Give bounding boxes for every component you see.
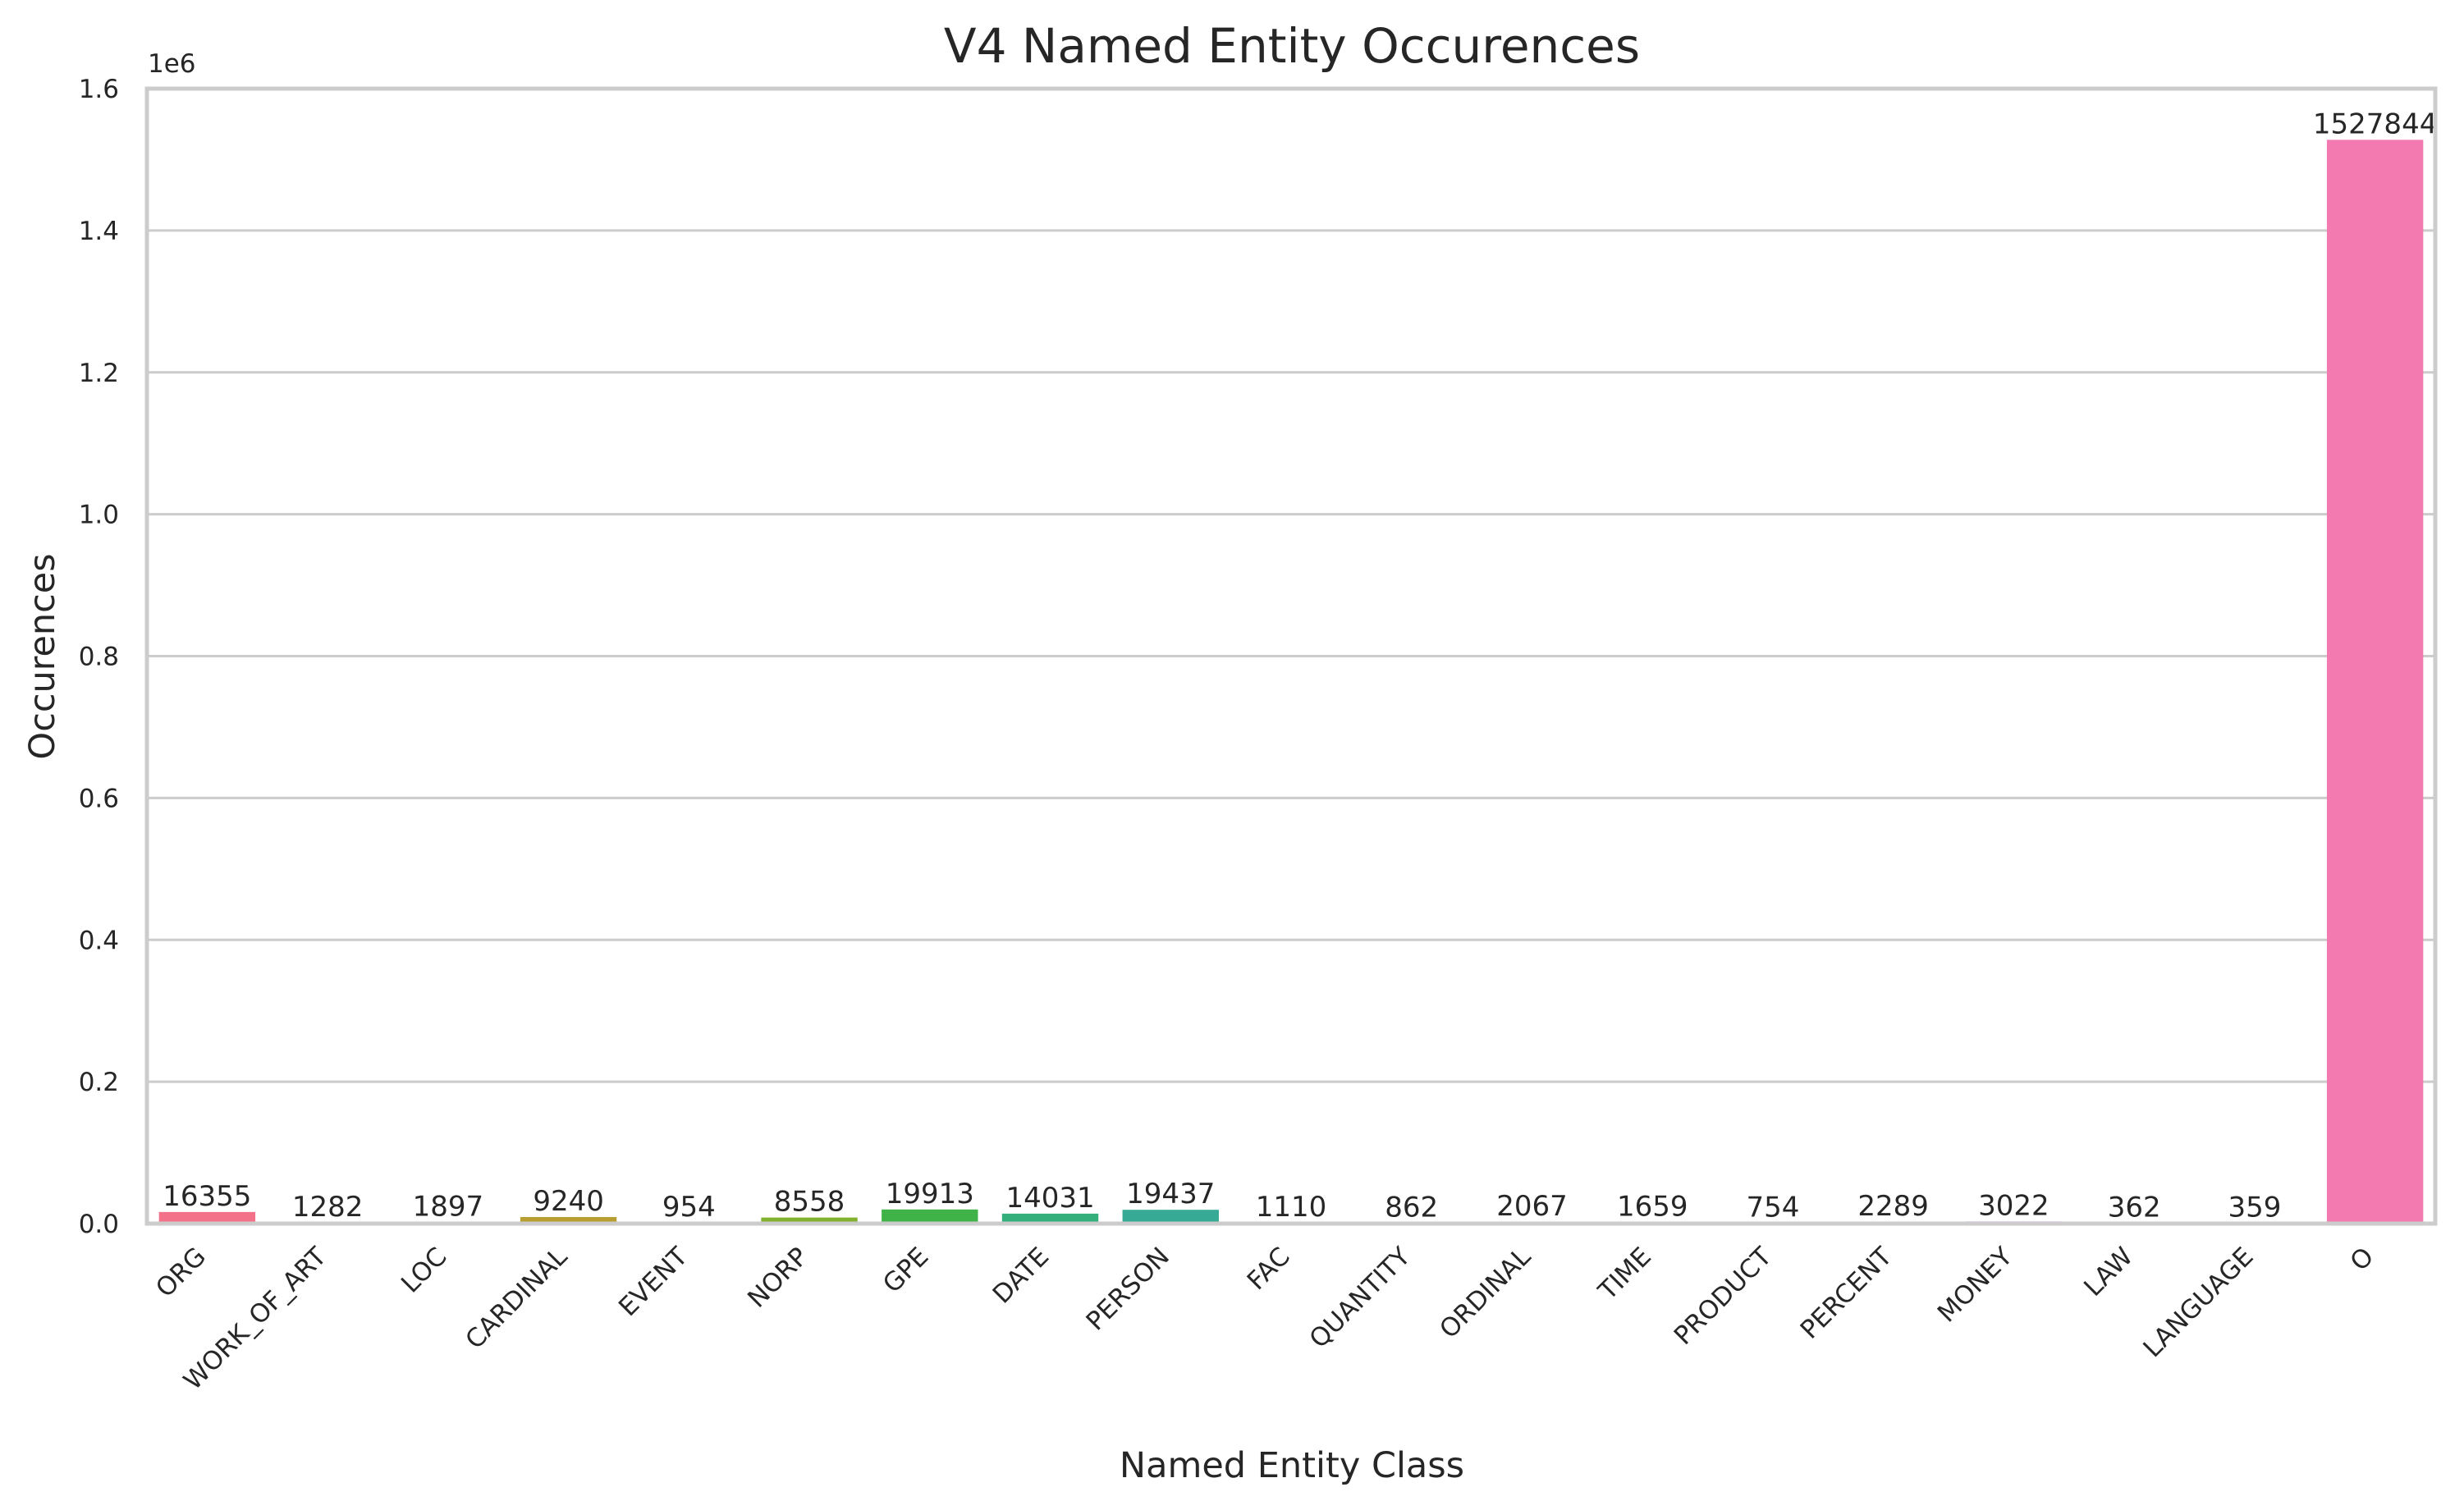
bar-value-label: 754 (1746, 1191, 1799, 1224)
x-tick-label: GPE (877, 1242, 935, 1299)
bar-value-label: 1897 (413, 1190, 484, 1223)
x-tick-label: LAW (2078, 1242, 2139, 1302)
y-axis-label: Occurences (22, 553, 63, 759)
bar-value-label: 1527844 (2313, 108, 2437, 140)
bar-value-label: 8558 (774, 1186, 845, 1219)
x-tick-label: ORDINAL (1434, 1242, 1537, 1344)
bar-date (1001, 1213, 1099, 1224)
x-tick-label: CARDINAL (460, 1242, 573, 1355)
y-tick-label: 0.4 (79, 926, 119, 955)
bar-value-label: 19913 (886, 1178, 974, 1210)
y-tick-label: 1.2 (79, 359, 119, 388)
x-tick-label: PERSON (1081, 1242, 1175, 1336)
y-tick-label: 0.8 (79, 643, 119, 672)
y-tick-label: 1.4 (79, 217, 119, 246)
x-tick-label: LANGUAGE (2138, 1242, 2260, 1363)
bar-value-label: 3022 (1978, 1189, 2050, 1222)
x-tick-label: TIME (1592, 1242, 1657, 1306)
x-tick-label: ORG (150, 1242, 212, 1303)
x-tick-label: PERCENT (1795, 1241, 1898, 1344)
bar-value-label: 1282 (292, 1191, 364, 1224)
bar-value-label: 362 (2108, 1192, 2161, 1224)
bar-value-label: 359 (2228, 1192, 2281, 1224)
bar-value-label: 19437 (1126, 1178, 1215, 1210)
y-tick-label: 0.2 (79, 1068, 119, 1097)
x-tick-label: O (2345, 1242, 2380, 1277)
x-tick-label: QUANTITY (1304, 1242, 1417, 1354)
bar-cardinal (520, 1217, 617, 1224)
bar-value-label: 954 (662, 1191, 716, 1224)
x-tick-label: EVENT (613, 1241, 694, 1322)
bar-norp (761, 1217, 858, 1224)
y-tick-label: 0.0 (79, 1210, 119, 1239)
y-tick-label: 1.0 (79, 501, 119, 530)
bar-org (158, 1211, 256, 1224)
bar-value-label: 2289 (1857, 1190, 1929, 1223)
bar-value-label: 9240 (533, 1185, 604, 1218)
bar-o (2326, 140, 2424, 1224)
x-axis-label: Named Entity Class (1120, 1445, 1464, 1486)
bar-value-label: 1659 (1617, 1191, 1688, 1224)
bar-value-label: 2067 (1496, 1190, 1568, 1223)
y-axis-ticks: 0.0 0.2 0.4 0.6 0.8 1.0 1.2 1.4 1.6 (79, 75, 119, 1239)
x-tick-label: DATE (987, 1242, 1055, 1309)
plot-frame (144, 86, 2438, 1226)
bar-person (1122, 1210, 1219, 1224)
y-tick-label: 0.6 (79, 784, 119, 813)
bars (158, 140, 2424, 1224)
x-tick-label: PRODUCT (1669, 1241, 1779, 1351)
y-scale-label: 1e6 (148, 49, 196, 79)
bar-value-label: 14031 (1005, 1182, 1094, 1215)
x-tick-label: NORP (742, 1242, 814, 1314)
x-tick-label: LOC (396, 1242, 452, 1298)
gridlines (147, 87, 2435, 1225)
x-tick-label: FAC (1242, 1242, 1296, 1296)
bar-value-label: 1110 (1256, 1191, 1327, 1224)
y-tick-label: 1.6 (79, 75, 119, 104)
bar-value-labels: 16355 1282 1897 9240 954 8558 19913 14031 19437 1… (163, 108, 2437, 1224)
bar-gpe (882, 1209, 978, 1224)
chart-title: V4 Named Entity Occurences (944, 18, 1640, 74)
bar-value-label: 862 (1385, 1191, 1438, 1224)
x-tick-label: MONEY (1932, 1242, 2018, 1328)
bar-value-label: 16355 (163, 1180, 251, 1213)
